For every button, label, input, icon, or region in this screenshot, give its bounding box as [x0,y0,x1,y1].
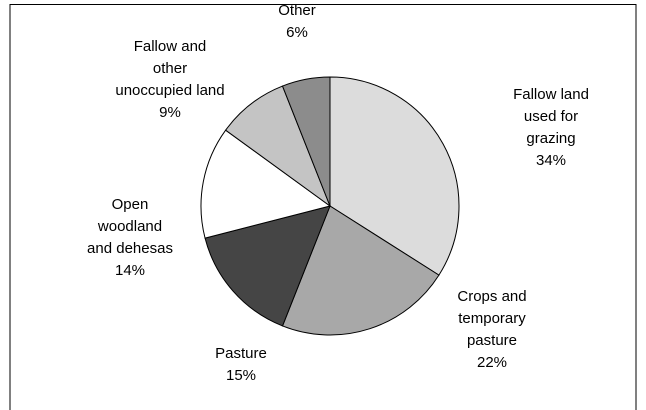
slice-label: Fallow and other unoccupied land 9% [115,36,225,124]
category-label: Other [278,2,316,19]
slice-label: Open woodland and dehesas 14% [85,194,175,282]
category-label: Crops and temporary pasture [457,288,527,349]
value-label: 9% [159,104,181,121]
pie-slice [281,76,331,207]
category-label: Fallow land used for grazing [513,86,589,147]
pie-slice [281,205,440,336]
category-label: Fallow and other unoccupied land [115,38,225,99]
category-label: Pasture [215,345,267,362]
value-label: 14% [114,262,146,279]
category-label: Open woodland and dehesas [87,196,173,257]
value-label: 34% [535,152,567,169]
pie-slice [204,205,331,327]
value-label: 15% [225,367,257,384]
slice-label: Pasture 15% [191,343,291,387]
pie-slice [200,129,332,239]
value-label: 22% [476,354,508,371]
value-label: 6% [286,24,308,41]
chart-border [9,4,637,410]
pie-slice [329,76,460,276]
slice-label: Crops and temporary pasture 22% [437,286,547,374]
slice-label: Other 6% [257,0,337,44]
slice-label: Fallow land used for grazing 34% [501,84,601,172]
